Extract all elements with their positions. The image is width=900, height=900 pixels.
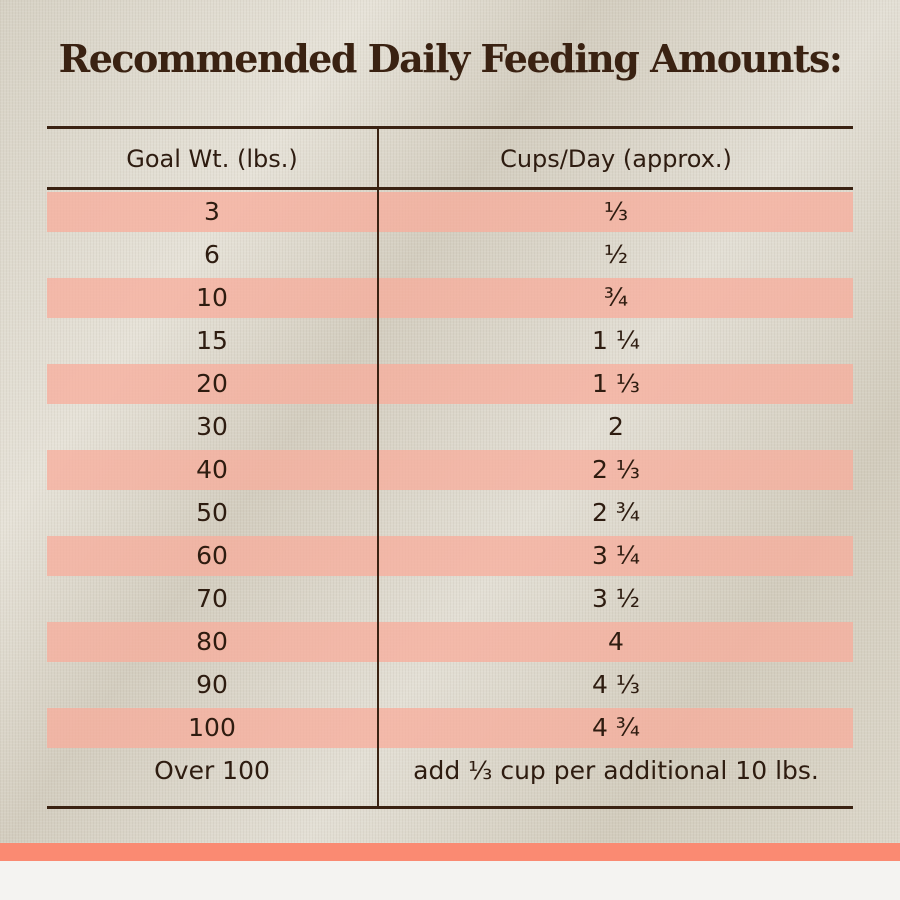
goal-weight-cell: 90 [196,670,228,699]
goal-weight-cell: 70 [196,584,228,613]
header-goal-weight: Goal Wt. (lbs.) [126,145,298,173]
table-row: 15 1 ¼ [47,321,853,361]
cups-cell: 2 [608,412,624,441]
table-header: Goal Wt. (lbs.) Cups/Day (approx.) [47,129,853,190]
table-row: 40 2 ⅓ [47,450,853,490]
table-row: 60 3 ¼ [47,536,853,576]
cups-cell: ⅓ [603,197,629,226]
cups-cell: 3 ½ [591,584,641,613]
footer-band [0,843,900,861]
cups-cell: 4 [608,627,624,656]
table-row: 10 ¾ [47,278,853,318]
goal-weight-cell: 40 [196,455,228,484]
goal-weight-cell: 10 [196,283,228,312]
goal-weight-cell: 60 [196,541,228,570]
goal-weight-cell: 6 [204,240,220,269]
cups-cell: 4 ⅓ [591,670,641,699]
cups-cell: 1 ⅓ [591,369,641,398]
cups-cell: 3 ¼ [591,541,641,570]
cups-cell: 4 ¾ [591,713,641,742]
goal-weight-cell: 15 [196,326,228,355]
table-row: Over 100 add ⅓ cup per additional 10 lbs. [47,751,853,791]
goal-weight-cell: 20 [196,369,228,398]
goal-weight-cell: 30 [196,412,228,441]
goal-weight-cell: 50 [196,498,228,527]
column-divider [377,129,379,806]
cups-cell: 2 ⅓ [591,455,641,484]
table-row: 50 2 ¾ [47,493,853,533]
header-cups-per-day: Cups/Day (approx.) [500,145,732,173]
goal-weight-cell: 80 [196,627,228,656]
table-row: 30 2 [47,407,853,447]
goal-weight-cell: 100 [188,713,236,742]
linen-background [0,0,900,843]
cups-cell: 2 ¾ [591,498,641,527]
goal-weight-cell: 3 [204,197,220,226]
cups-cell: 1 ¼ [591,326,641,355]
cups-cell: ¾ [603,283,629,312]
page-title: Recommended Daily Feeding Amounts: [58,36,843,81]
table-row: 100 4 ¾ [47,708,853,748]
table-row: 90 4 ⅓ [47,665,853,705]
table-row: 20 1 ⅓ [47,364,853,404]
cups-cell: add ⅓ cup per additional 10 lbs. [413,756,819,785]
goal-weight-cell: Over 100 [154,756,270,785]
table-row: 80 4 [47,622,853,662]
table-row: 70 3 ½ [47,579,853,619]
cups-cell: ½ [603,240,629,269]
